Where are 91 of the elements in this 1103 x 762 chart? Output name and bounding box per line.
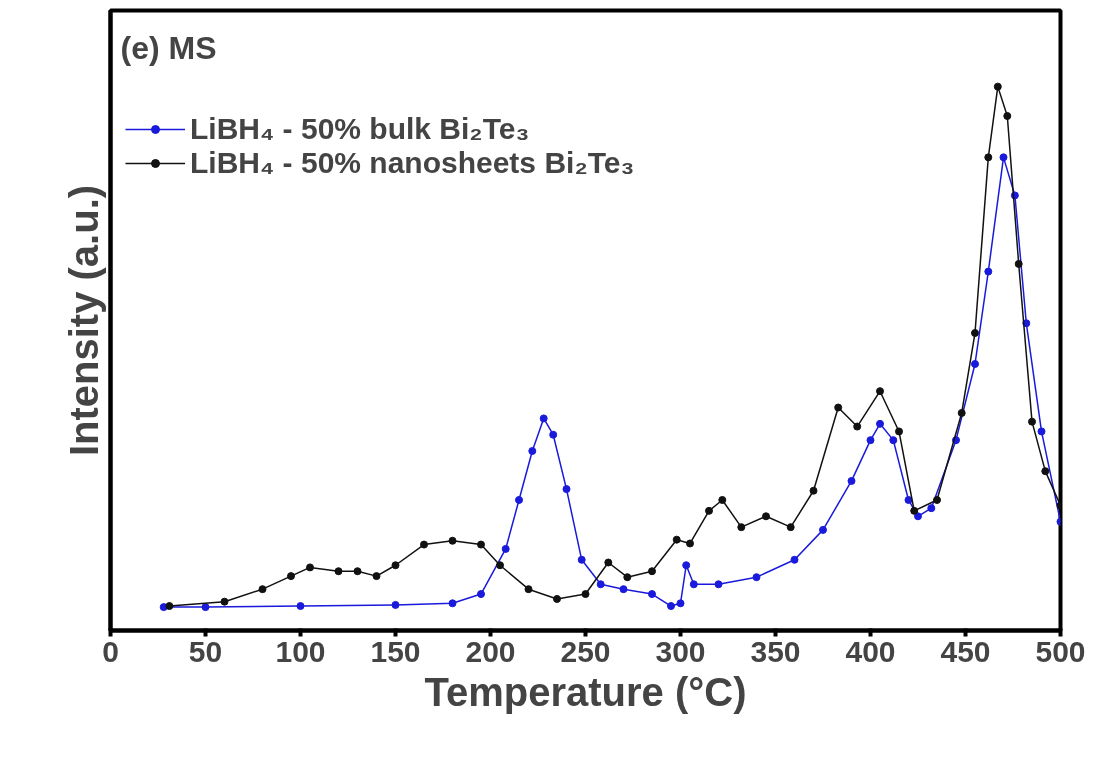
point — [648, 590, 656, 599]
point — [258, 585, 267, 594]
point — [496, 561, 504, 570]
point — [528, 447, 537, 456]
point — [549, 430, 558, 439]
point — [477, 590, 485, 599]
point — [353, 567, 362, 576]
point — [876, 419, 884, 428]
point — [682, 561, 691, 570]
x-tick-label: 50 — [188, 634, 223, 668]
point — [477, 540, 485, 549]
x-tick-label: 500 — [1035, 634, 1086, 668]
point — [762, 512, 770, 521]
point — [306, 563, 314, 572]
point — [984, 153, 993, 162]
point — [553, 594, 561, 603]
chart-title: (e) MS — [120, 29, 217, 66]
point — [623, 573, 632, 582]
point — [287, 572, 295, 581]
point — [957, 408, 966, 417]
point — [672, 535, 681, 544]
point — [648, 567, 656, 576]
point — [391, 561, 400, 570]
point — [1028, 417, 1036, 426]
point — [914, 512, 922, 521]
point — [984, 267, 993, 276]
point — [971, 360, 979, 368]
x-tick-label: 0 — [102, 634, 119, 668]
point — [676, 599, 685, 608]
point — [866, 436, 875, 445]
point — [847, 476, 856, 485]
x-tick-label: 300 — [655, 634, 706, 668]
point — [1041, 467, 1050, 476]
point — [993, 82, 1002, 91]
point — [448, 599, 457, 608]
point — [201, 603, 210, 612]
x-tick-label: 450 — [940, 634, 991, 668]
point — [448, 536, 457, 545]
point — [667, 602, 675, 611]
point — [689, 580, 698, 589]
point — [895, 427, 903, 436]
point — [834, 403, 843, 412]
point — [752, 573, 761, 582]
point — [296, 602, 305, 611]
point — [737, 523, 746, 532]
point — [220, 597, 229, 606]
x-tick-label: 150 — [370, 634, 421, 668]
point — [420, 540, 428, 549]
point — [927, 504, 936, 513]
point — [686, 539, 694, 548]
point — [577, 555, 586, 564]
point — [619, 585, 628, 594]
x-tick-label: 350 — [750, 634, 801, 668]
point — [971, 329, 979, 337]
point — [1037, 427, 1046, 436]
point — [391, 600, 400, 609]
point — [1003, 112, 1012, 120]
point — [539, 414, 548, 423]
point — [809, 486, 818, 495]
point — [596, 580, 605, 589]
point — [581, 590, 590, 599]
point — [604, 558, 613, 567]
point — [904, 495, 913, 504]
x-tick-label: 100 — [275, 634, 326, 668]
point — [718, 495, 727, 504]
x-tick-label: 250 — [560, 634, 611, 668]
point — [933, 495, 941, 504]
point — [562, 485, 571, 494]
point — [334, 567, 343, 576]
point — [889, 436, 898, 445]
point — [999, 153, 1008, 162]
point — [819, 525, 827, 534]
point — [705, 506, 713, 515]
point — [524, 585, 533, 594]
legend-label: LiBH₄ - 50% nanosheets Bi₂Te₃ — [190, 146, 635, 180]
point — [790, 555, 799, 564]
legend-label: LiBH₄ - 50% bulk Bi₂Te₃ — [190, 112, 530, 146]
point — [515, 495, 523, 504]
x-tick-label: 200 — [465, 634, 516, 668]
point — [714, 580, 723, 589]
x-tick-label: 400 — [845, 634, 896, 668]
point — [1014, 259, 1023, 268]
point — [165, 602, 174, 611]
point — [786, 523, 795, 532]
x-axis-title: Temperature (°C) — [424, 669, 747, 714]
y-axis-title: Intensity (a.u.) — [61, 184, 106, 457]
point — [853, 422, 862, 431]
point — [501, 544, 510, 553]
point — [876, 387, 884, 396]
point — [910, 506, 919, 515]
point — [372, 572, 381, 581]
